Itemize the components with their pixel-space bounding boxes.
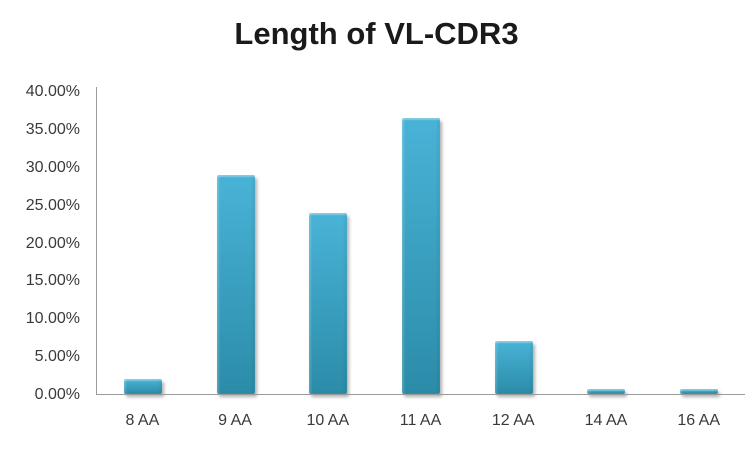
- bar-11-aa: [402, 118, 441, 394]
- y-tick-label: 15.00%: [25, 272, 80, 290]
- bar-slot: [560, 92, 653, 394]
- y-tick-label: 10.00%: [25, 310, 80, 328]
- y-tick-label: 40.00%: [25, 83, 80, 100]
- x-tick-label: 16 AA: [677, 412, 721, 429]
- x-tick-label: 14 AA: [584, 412, 628, 429]
- bars-container: [97, 92, 745, 394]
- x-tick-label: 11 AA: [399, 412, 442, 429]
- bar-10-aa: [309, 212, 348, 394]
- y-axis-line: [96, 87, 97, 395]
- bar-14-aa: [587, 388, 626, 394]
- bar-9-aa: [216, 175, 255, 394]
- x-axis-tick-labels: 8 AA 9 AA 10 AA 11 AA 12 AA 14 AA 16 AA: [96, 409, 745, 433]
- x-tick-label: 8 AA: [125, 412, 160, 429]
- y-tick-label: 20.00%: [25, 234, 80, 252]
- y-tick-label: 30.00%: [25, 158, 80, 176]
- y-tick-label: 5.00%: [34, 348, 80, 366]
- bar-slot: [282, 92, 375, 394]
- x-tick-label: 10 AA: [306, 412, 350, 429]
- bar-slot: [467, 92, 560, 394]
- bar-slot: [97, 92, 190, 394]
- y-tick-label: 35.00%: [25, 120, 80, 138]
- bar-slot: [190, 92, 283, 394]
- bar-8-aa: [124, 378, 163, 394]
- x-tick-label: 9 AA: [218, 412, 252, 429]
- y-tick-label: 0.00%: [34, 386, 80, 403]
- chart-title: Length of VL-CDR3: [234, 16, 519, 51]
- bar-16-aa: [679, 388, 718, 394]
- y-axis-tick-labels: 40.00% 35.00% 30.00% 25.00% 20.00% 15.00% 10.0…: [0, 83, 80, 403]
- y-tick-label: 25.00%: [25, 196, 80, 214]
- bar-slot: [375, 92, 468, 394]
- x-axis-line: [96, 394, 745, 395]
- plot-area: [96, 87, 745, 395]
- x-tick-label: 12 AA: [491, 412, 535, 429]
- bar-slot: [652, 92, 745, 394]
- bar-12-aa: [494, 341, 533, 394]
